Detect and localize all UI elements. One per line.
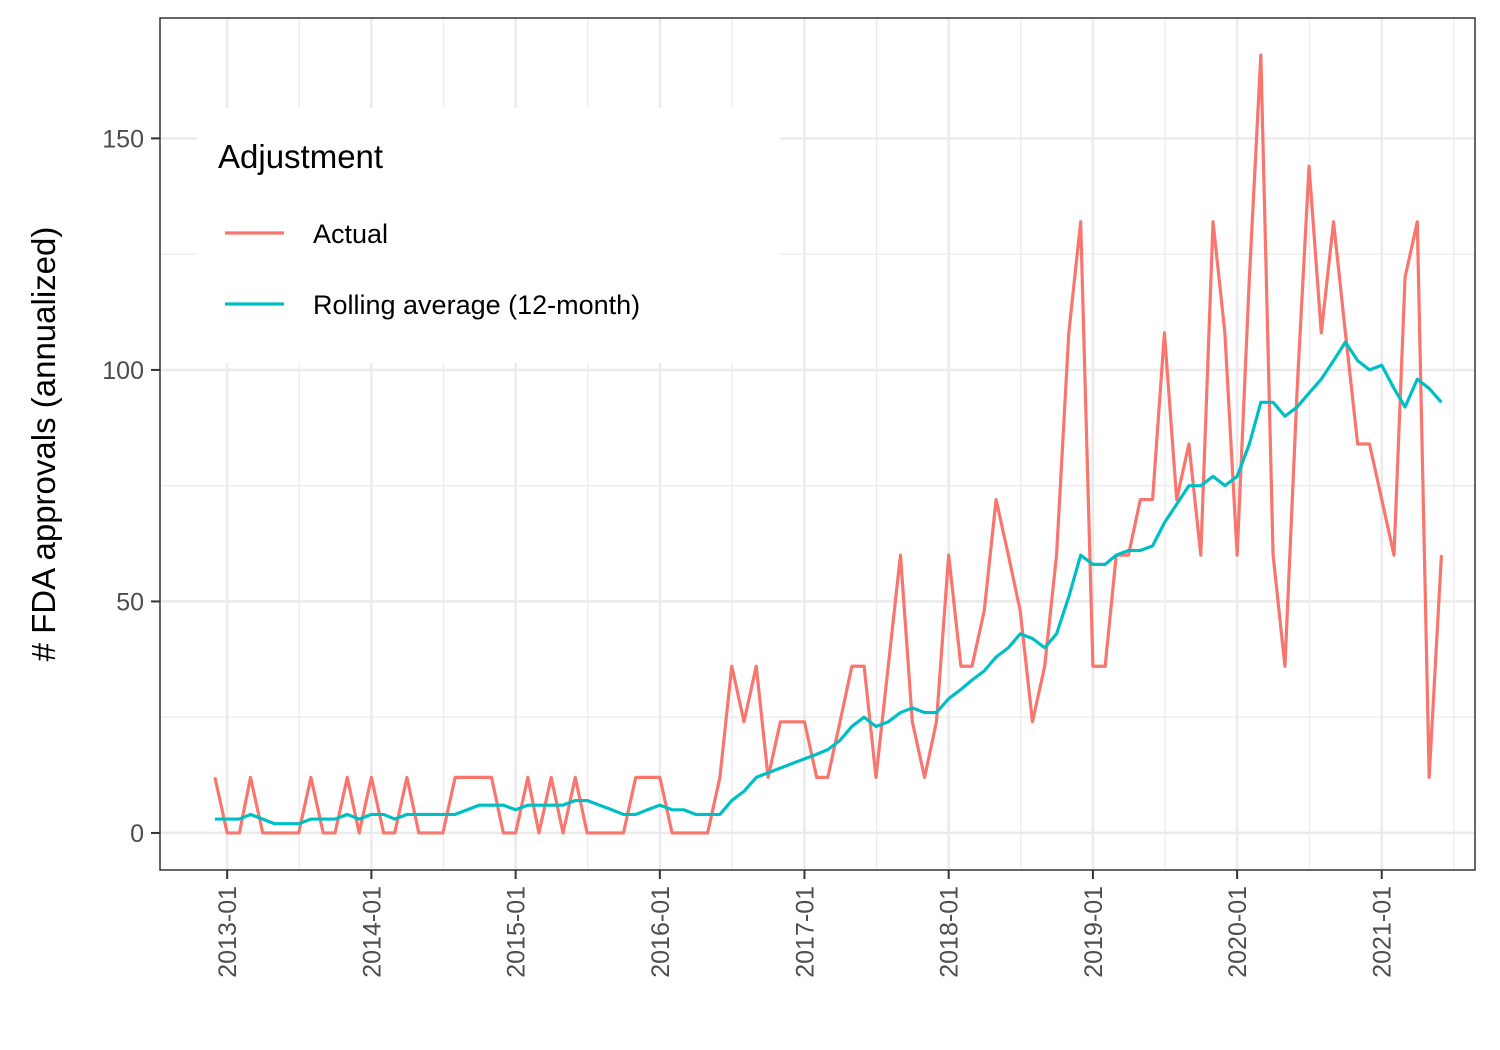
x-tick-label: 2019-01: [1080, 886, 1108, 978]
series-layer: [213, 53, 1444, 835]
y-tick-label: 100: [102, 357, 144, 385]
y-tick-label: 150: [102, 125, 144, 153]
x-tick-label: 2014-01: [358, 886, 386, 978]
plot-panel-border: [159, 17, 1476, 871]
y-axis: 0 50 100 150: [102, 125, 160, 848]
legend-label-1: Rolling average (12-month): [313, 290, 640, 320]
y-axis-title: # FDA approvals (annualized): [25, 227, 62, 662]
legend-background: [197, 108, 780, 363]
y-tick-label: 0: [130, 820, 144, 848]
x-tick-label: 2020-01: [1224, 886, 1252, 978]
x-tick-label: 2021-01: [1369, 886, 1397, 978]
legend: Adjustment Actual Rolling average (12-mon…: [197, 108, 780, 363]
series-line-0: [213, 53, 1444, 835]
x-axis: 2013-01 2014-01 2015-01 2016-01 2017-01 2018-…: [214, 870, 1397, 978]
x-tick-label: 2015-01: [503, 886, 531, 978]
legend-title: Adjustment: [218, 138, 383, 175]
legend-label-0: Actual: [313, 219, 388, 249]
x-tick-label: 2016-01: [647, 886, 675, 978]
legend-items: Actual Rolling average (12-month): [225, 219, 640, 320]
y-tick-label: 50: [116, 588, 144, 616]
x-tick-label: 2013-01: [214, 886, 242, 978]
series-line-1: [214, 340, 1443, 826]
x-tick-label: 2018-01: [936, 886, 964, 978]
x-tick-label: 2017-01: [791, 886, 819, 978]
